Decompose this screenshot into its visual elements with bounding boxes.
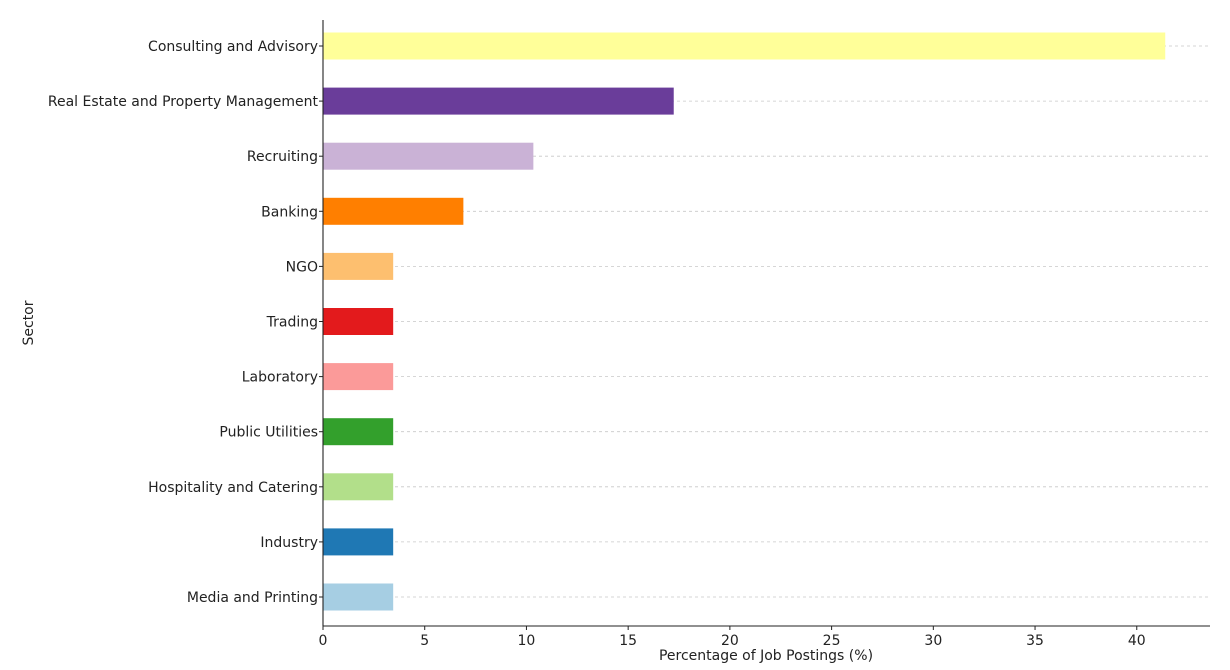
bar <box>323 308 394 335</box>
x-tick-label: 0 <box>319 633 328 649</box>
x-tick-label: 20 <box>721 633 739 649</box>
y-tick-label: Banking <box>261 204 318 220</box>
x-axis-label: Percentage of Job Postings (%) <box>659 648 873 664</box>
x-tick-labels: 0 5 10 15 20 25 30 35 40 <box>319 633 1146 649</box>
bar <box>323 528 394 556</box>
bar <box>323 197 464 225</box>
x-tick-label: 15 <box>619 633 637 649</box>
y-tick-label: Real Estate and Property Management <box>48 94 319 110</box>
bar <box>323 32 1166 60</box>
y-tick-label: NGO <box>286 259 318 275</box>
x-tick-label: 40 <box>1128 633 1146 649</box>
x-tick-label: 30 <box>924 633 942 649</box>
bar <box>323 583 394 611</box>
y-tick-label: Laboratory <box>242 370 318 386</box>
bar <box>323 142 534 170</box>
y-tick-label: Public Utilities <box>219 425 318 441</box>
axes <box>319 20 1210 630</box>
y-tick-label: Media and Printing <box>187 590 318 606</box>
y-tick-label: Recruiting <box>247 149 318 165</box>
y-axis-label: Sector <box>21 300 37 345</box>
x-tick-label: 25 <box>823 633 841 649</box>
grid-lines <box>323 45 1210 598</box>
bar <box>323 473 394 501</box>
y-tick-label: Hospitality and Catering <box>148 480 318 496</box>
x-tick-label: 5 <box>420 633 429 649</box>
bar <box>323 418 394 446</box>
x-tick-label: 35 <box>1026 633 1044 649</box>
bar <box>323 87 674 115</box>
y-tick-label: Consulting and Advisory <box>148 39 318 55</box>
y-tick-label: Trading <box>266 315 318 331</box>
bars <box>323 32 1166 611</box>
bar <box>323 252 394 280</box>
bar <box>323 363 394 391</box>
y-tick-labels: Consulting and Advisory Real Estate and P… <box>48 39 319 606</box>
x-tick-label: 10 <box>518 633 536 649</box>
y-tick-label: Industry <box>260 535 318 551</box>
